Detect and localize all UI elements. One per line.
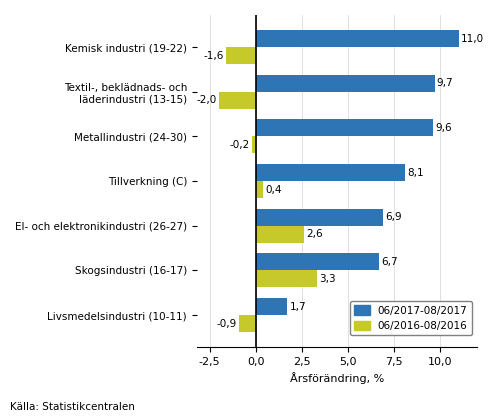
Bar (256, 30, 458, 47)
Bar (256, 209, 383, 226)
Text: 2,6: 2,6 (306, 229, 322, 239)
Bar (256, 181, 263, 198)
Text: 6,9: 6,9 (385, 212, 402, 222)
Text: 0,4: 0,4 (265, 185, 282, 195)
Text: -0,9: -0,9 (217, 319, 237, 329)
Text: -2,0: -2,0 (197, 95, 217, 105)
Bar (252, 136, 256, 154)
Bar (256, 226, 304, 243)
Bar (219, 92, 256, 109)
Bar (256, 253, 379, 270)
Text: 9,7: 9,7 (437, 78, 454, 88)
Text: 8,1: 8,1 (407, 168, 424, 178)
Text: 6,7: 6,7 (382, 257, 398, 267)
Legend: 06/2017-08/2017, 06/2016-08/2016: 06/2017-08/2017, 06/2016-08/2016 (350, 301, 472, 335)
Bar (226, 47, 256, 64)
X-axis label: Årsförändring, %: Årsförändring, % (290, 372, 384, 384)
Text: 11,0: 11,0 (461, 34, 484, 44)
Text: Källa: Statistikcentralen: Källa: Statistikcentralen (10, 402, 135, 412)
Bar (256, 270, 317, 287)
Text: 9,6: 9,6 (435, 123, 452, 133)
Bar (256, 75, 435, 92)
Bar (256, 119, 433, 136)
Bar (256, 164, 405, 181)
Text: 3,3: 3,3 (319, 274, 335, 284)
Text: -1,6: -1,6 (204, 51, 224, 61)
Text: -0,2: -0,2 (230, 140, 250, 150)
Text: 1,7: 1,7 (289, 302, 306, 312)
Bar (256, 298, 287, 315)
Bar (239, 315, 256, 332)
